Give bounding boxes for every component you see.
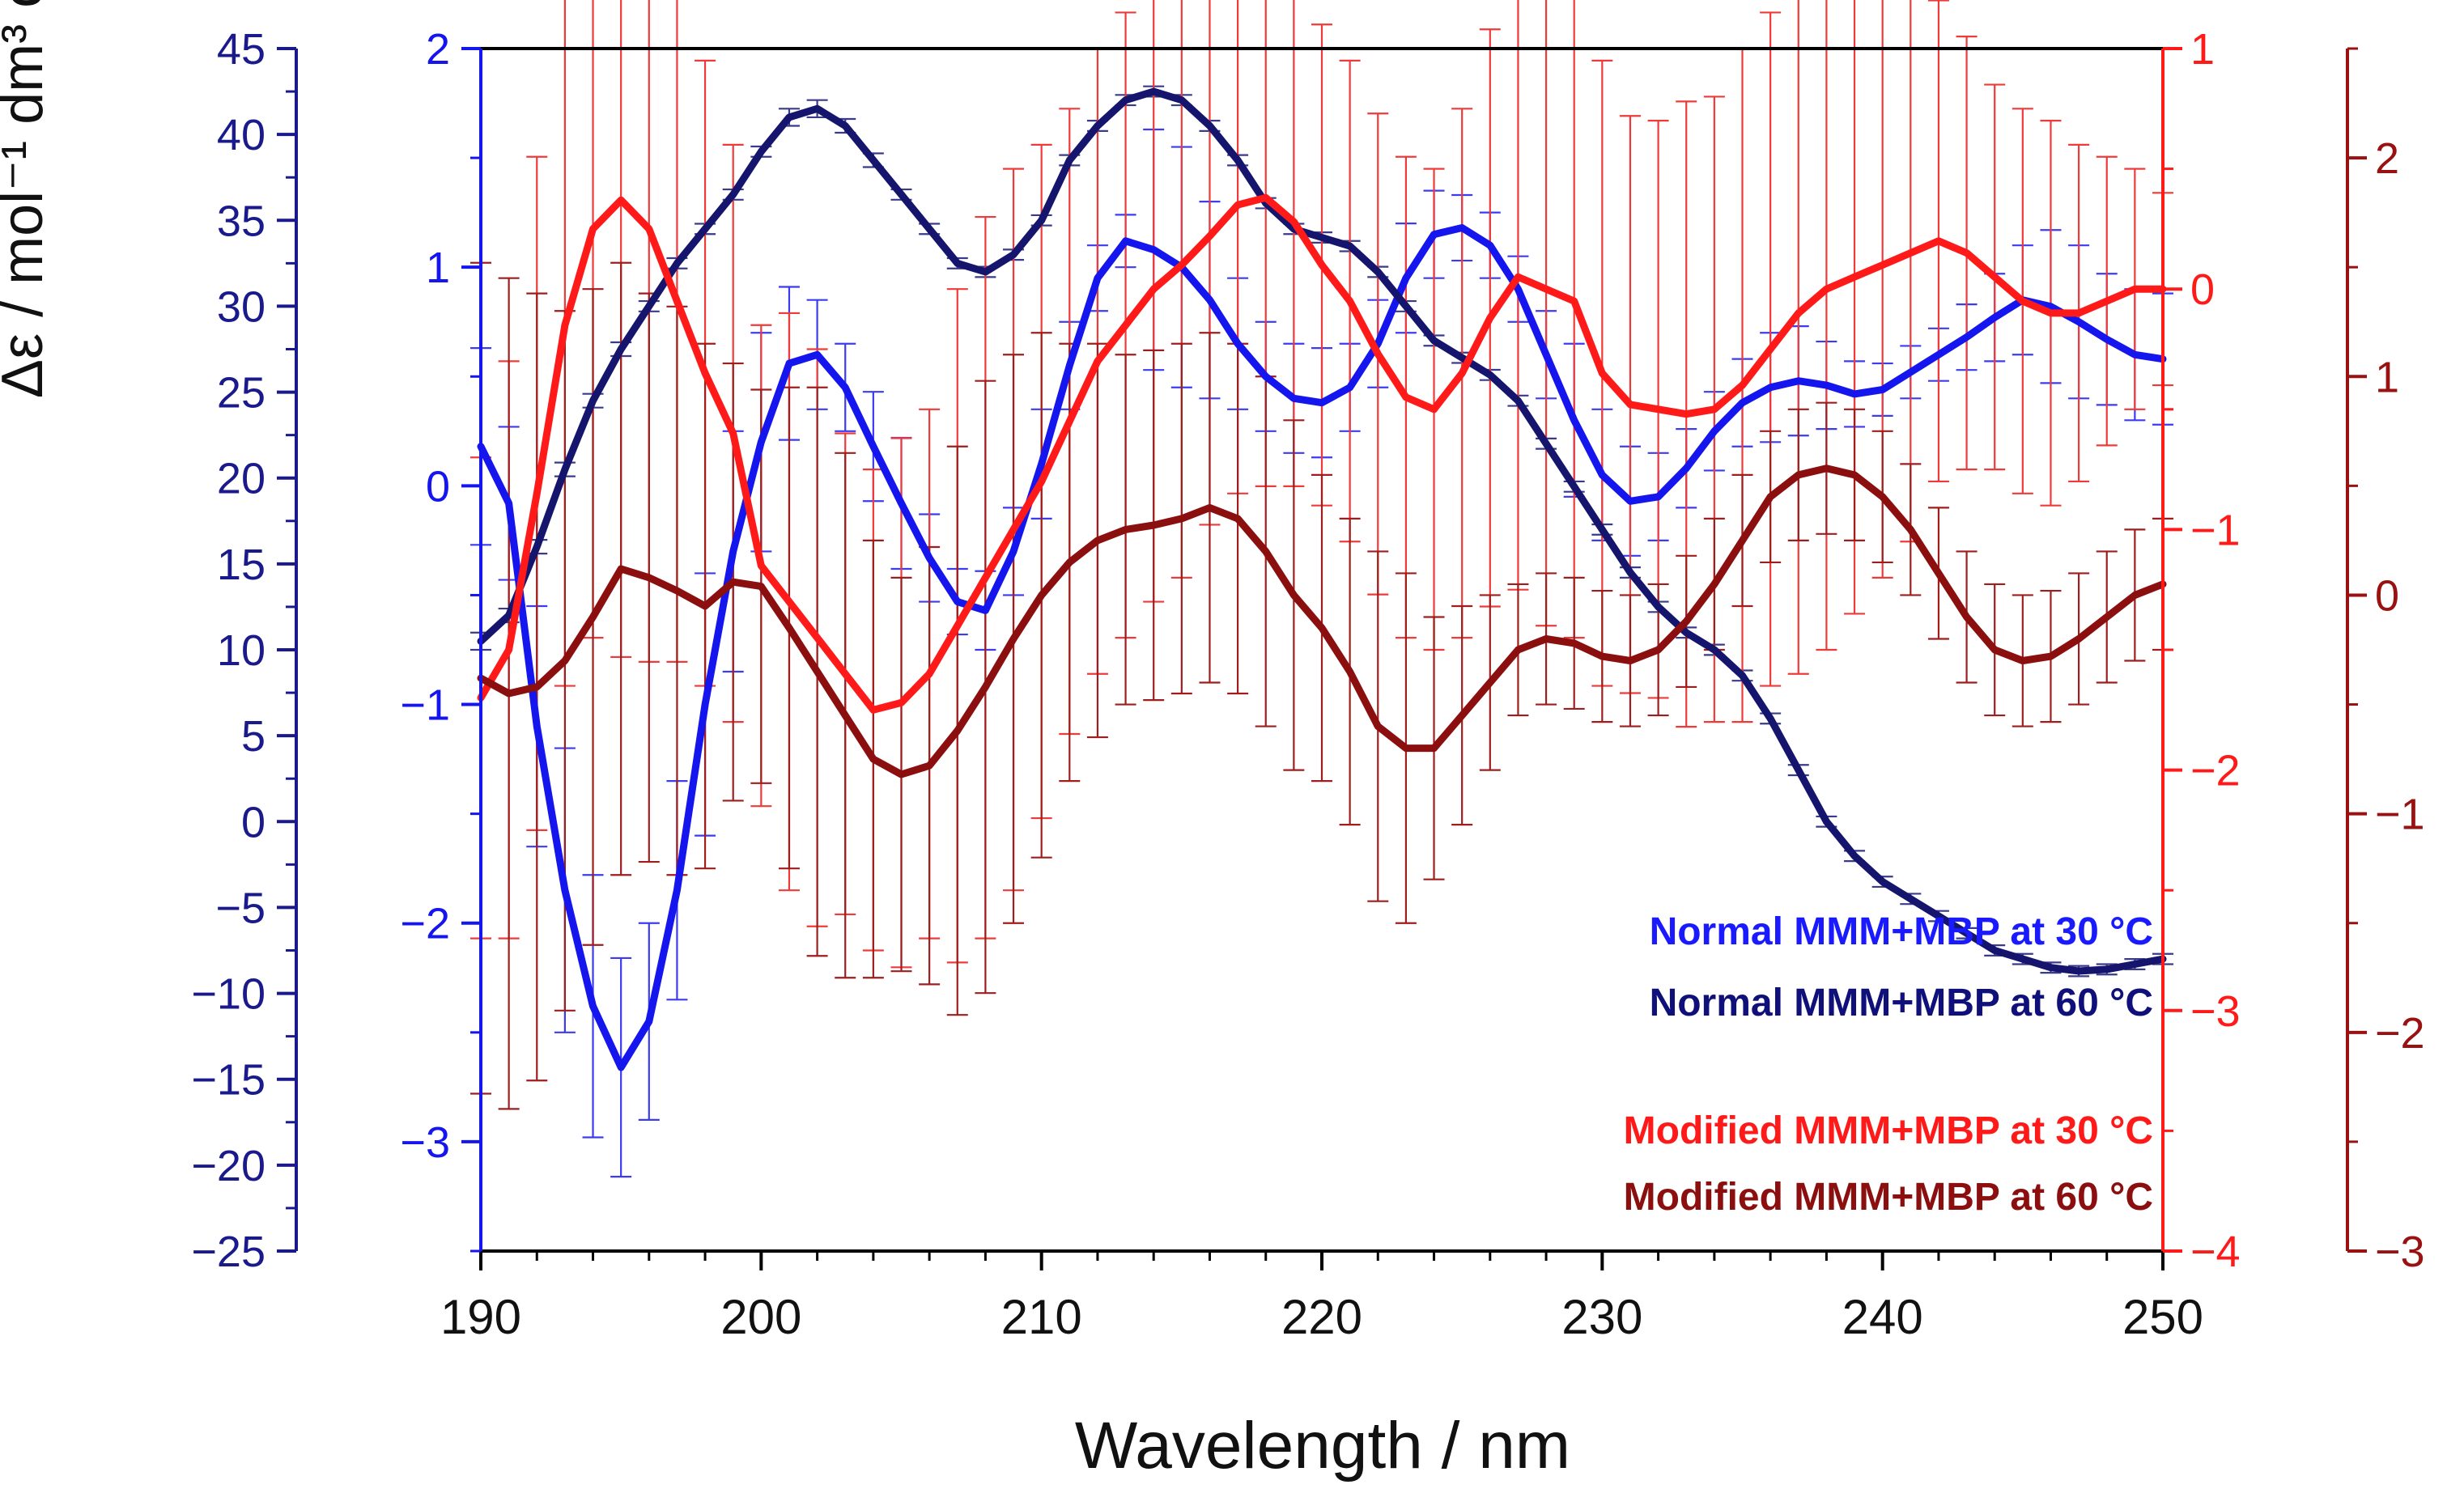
y-tick-label-red: −1 [2190, 506, 2241, 554]
y-tick-label-navy: 35 [217, 197, 266, 245]
x-axis-title: Wavelength / nm [481, 1408, 2164, 1484]
y-tick-label-navy: −5 [215, 884, 266, 932]
y-axis-navy: 45 40 35 30 25 20 15 10 5 0 −5 −10 −15 −20 −25 [191, 25, 296, 1276]
y-tick-label-navy: −15 [191, 1056, 266, 1105]
x-tick-label: 220 [1281, 1290, 1362, 1344]
error-bar-s2-237 [1788, 0, 1809, 674]
y-tick-label-red: −4 [2190, 1228, 2241, 1276]
y-tick-label-navy: −10 [191, 970, 266, 1019]
error-bar-s2-228 [1536, 0, 1557, 626]
y-tick-label-navy: −20 [191, 1142, 266, 1190]
legend-entry-normal-30: Normal MMM+MBP at 30 °C [1117, 908, 2153, 956]
error-bar-s2-241 [1900, 0, 1921, 541]
cd-spectrum-chart: 190 200 210 220 230 240 250454035302520151050−… [0, 0, 2464, 1510]
error-bar-s2-238 [1816, 0, 1837, 650]
y-tick-label-darkred: −1 [2375, 791, 2425, 839]
y-tick-label-red: −3 [2190, 987, 2241, 1036]
y-tick-label-navy: 30 [217, 282, 266, 331]
x-tick-label: 240 [1842, 1290, 1923, 1344]
y-tick-label-blue: −3 [400, 1118, 450, 1167]
y-tick-label-navy: 0 [241, 798, 266, 846]
y-tick-label-blue: −2 [400, 900, 450, 948]
y-tick-label-navy: −25 [191, 1228, 266, 1276]
y-tick-label-darkred: 2 [2375, 134, 2399, 183]
y-tick-label-navy: 20 [217, 455, 266, 503]
y-tick-label-navy: 10 [217, 626, 266, 675]
legend-entry-normal-60: Normal MMM+MBP at 60 °C [1117, 979, 2153, 1028]
x-tick-label: 250 [2122, 1290, 2203, 1344]
y-tick-label-navy: 15 [217, 541, 266, 589]
y-tick-label-darkred: 1 [2375, 353, 2399, 401]
y-tick-label-darkred: −3 [2375, 1228, 2425, 1276]
y-axis-red: 1 0 −1 −2 −3 −4 [2163, 25, 2241, 1276]
y-tick-label-blue: 1 [426, 244, 450, 292]
y-tick-label-red: 1 [2190, 25, 2215, 74]
y-axis-darkred: 2 1 0 −1 −2 −3 [2347, 49, 2425, 1276]
x-tick-label: 190 [440, 1290, 521, 1344]
y-tick-label-darkred: −2 [2375, 1009, 2425, 1058]
legend-entry-modified-60: Modified MMM+MBP at 60 °C [1117, 1173, 2153, 1222]
y-tick-label-blue: −1 [400, 681, 450, 730]
y-tick-label-navy: 45 [217, 25, 266, 74]
y-axis-blue: 2 1 0 −1 −2 −3 [400, 25, 481, 1251]
y-tick-label-navy: 5 [241, 712, 266, 761]
x-tick-label: 200 [720, 1290, 801, 1344]
legend-entry-modified-30: Modified MMM+MBP at 30 °C [1117, 1107, 2153, 1156]
error-bar-s2-219 [1283, 0, 1304, 486]
y-tick-label-blue: 2 [426, 25, 450, 74]
y-axis-title: Δε / mol⁻¹ dm³ cm⁻¹ [0, 0, 71, 487]
y-tick-label-blue: 0 [426, 462, 450, 511]
x-tick-label: 230 [1561, 1290, 1642, 1344]
y-tick-label-navy: 25 [217, 369, 266, 418]
x-tick-label: 210 [1001, 1290, 1082, 1344]
y-tick-label-red: −2 [2190, 747, 2241, 795]
y-tick-label-navy: 40 [217, 111, 266, 159]
y-tick-label-darkred: 0 [2375, 571, 2399, 620]
y-tick-label-red: 0 [2190, 265, 2215, 314]
